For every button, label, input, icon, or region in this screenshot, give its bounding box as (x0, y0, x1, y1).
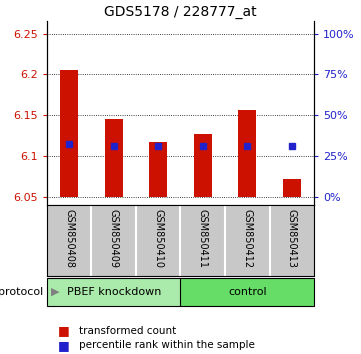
Bar (105, 119, 123, 197)
Bar (238, 110, 256, 197)
Text: ▶: ▶ (51, 287, 59, 297)
Text: protocol: protocol (0, 287, 43, 297)
Text: percentile rank within the sample: percentile rank within the sample (79, 340, 255, 350)
Bar (283, 179, 301, 197)
Text: GSM850409: GSM850409 (109, 209, 119, 268)
Bar (149, 142, 167, 197)
Text: GSM850412: GSM850412 (242, 209, 252, 268)
Bar (60, 70, 78, 197)
Text: GSM850408: GSM850408 (64, 209, 74, 268)
Text: GSM850413: GSM850413 (287, 209, 297, 268)
Title: GDS5178 / 228777_at: GDS5178 / 228777_at (104, 5, 257, 19)
Bar (47, 278, 180, 306)
Text: ■: ■ (58, 339, 70, 352)
Text: GSM850410: GSM850410 (153, 209, 163, 268)
Text: transformed count: transformed count (79, 326, 177, 336)
Text: ■: ■ (58, 325, 70, 337)
Text: control: control (228, 287, 266, 297)
Bar (194, 134, 212, 197)
Text: PBEF knockdown: PBEF knockdown (66, 287, 161, 297)
Text: GSM850411: GSM850411 (198, 209, 208, 268)
Bar (180, 278, 314, 306)
